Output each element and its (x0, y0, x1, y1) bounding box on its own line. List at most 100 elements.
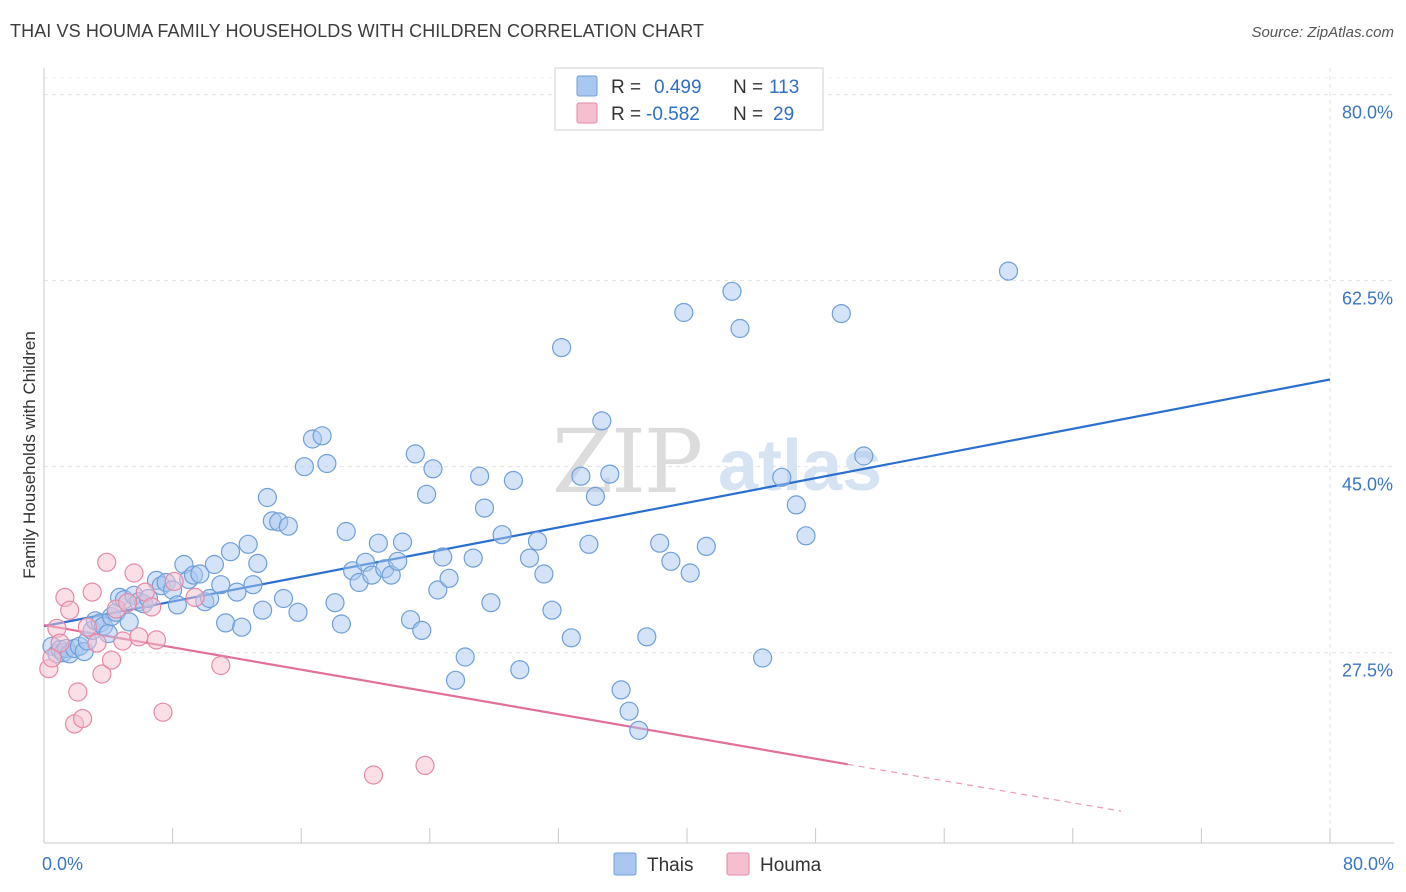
point-thais-56 (331, 614, 351, 634)
legend-r-value-thais: 0.499 (654, 77, 702, 98)
point-thais-87 (542, 600, 562, 620)
point-thais-105 (730, 318, 750, 339)
point-thais-43 (248, 553, 268, 574)
point-thais-92 (585, 486, 606, 506)
point-thais-86 (534, 564, 554, 584)
legend-r-label-houma: R = (611, 104, 641, 125)
point-thais-51 (294, 457, 314, 477)
x-tick-label-0: 0.0% (42, 854, 83, 874)
point-thais-89 (561, 628, 581, 648)
point-houma-13 (97, 552, 117, 572)
point-thais-49 (278, 516, 298, 536)
legend-r-label-thais: R = (611, 77, 641, 98)
point-thais-88 (551, 338, 572, 358)
source-label: Source: ZipAtlas.com (1251, 24, 1394, 41)
point-houma-28 (415, 755, 435, 776)
x-axis-ticks (43, 828, 1331, 843)
legend-r-value-houma: -0.582 (646, 104, 700, 125)
point-thais-83 (510, 660, 530, 680)
point-houma-8 (72, 708, 93, 729)
point-houma-25 (185, 587, 205, 608)
legend-n-label-thais: N = (733, 77, 763, 98)
point-houma-23 (153, 702, 173, 722)
point-thais-69 (412, 620, 432, 641)
point-houma-5 (60, 600, 80, 620)
point-thais-68 (405, 444, 425, 464)
point-houma-12 (92, 664, 112, 684)
y-tick-label-0: 27.5% (1342, 661, 1393, 681)
point-thais-98 (637, 627, 657, 647)
point-thais-45 (257, 487, 277, 508)
trend-line-houma (43, 623, 848, 766)
point-thais-40 (232, 617, 252, 637)
point-thais-102 (680, 563, 700, 583)
point-thais-38 (220, 542, 241, 562)
legend-swatch-thais (576, 75, 598, 97)
point-thais-80 (481, 593, 501, 613)
point-thais-19 (119, 612, 139, 632)
series-legend-label-houma: Houma (760, 855, 822, 876)
point-houma-9 (77, 617, 98, 637)
legend-n-label-houma: N = (733, 104, 763, 125)
point-houma-26 (211, 655, 231, 676)
point-houma-24 (164, 571, 184, 592)
point-thais-109 (796, 526, 816, 546)
point-thais-72 (428, 580, 448, 600)
point-thais-94 (600, 464, 620, 484)
x-axis-tick-labels: 0.0% 80.0% (42, 854, 1394, 874)
point-thais-84 (519, 548, 540, 568)
point-houma-18 (124, 563, 144, 583)
trend-line-extension-houma (847, 763, 1122, 812)
point-thais-99 (650, 533, 670, 553)
point-thais-73 (433, 547, 453, 567)
point-houma-11 (87, 633, 107, 653)
point-thais-97 (629, 720, 649, 740)
point-thais-57 (336, 521, 356, 542)
point-houma-19 (129, 627, 149, 647)
point-thais-82 (503, 470, 524, 491)
point-thais-81 (492, 525, 512, 545)
point-thais-112 (998, 261, 1019, 281)
point-thais-96 (619, 701, 639, 721)
y-tick-label-1: 45.0% (1342, 475, 1393, 495)
point-houma-14 (101, 650, 122, 670)
stats-legend-box (554, 67, 824, 131)
point-thais-41 (238, 534, 258, 554)
point-thais-35 (204, 554, 224, 575)
point-thais-110 (831, 304, 851, 324)
point-thais-107 (772, 467, 792, 487)
point-thais-93 (592, 411, 612, 431)
point-thais-108 (786, 495, 806, 515)
point-thais-28 (167, 595, 187, 615)
point-thais-54 (317, 453, 337, 474)
y-axis-label: Family Households with Children (20, 331, 39, 579)
point-thais-95 (611, 680, 631, 700)
scatter-points (39, 261, 1019, 785)
legend-n-value-thais: 113 (769, 77, 799, 98)
point-thais-85 (527, 531, 548, 551)
stats-legend: R = 0.499 N = 113 R = -0.582 N = 29 (554, 67, 824, 131)
watermark-zip: ZIP (552, 410, 701, 513)
point-houma-27 (363, 765, 384, 785)
point-thais-37 (216, 613, 236, 633)
legend-n-value-houma: 29 (773, 104, 794, 125)
series-legend: Thais Houma (613, 852, 822, 876)
point-thais-100 (661, 551, 681, 571)
point-thais-90 (571, 466, 591, 486)
point-thais-71 (423, 459, 443, 479)
point-houma-10 (82, 582, 102, 602)
point-thais-55 (325, 593, 345, 613)
point-thais-111 (854, 446, 874, 466)
point-thais-44 (253, 600, 273, 620)
point-houma-21 (142, 597, 162, 617)
point-thais-101 (674, 302, 694, 323)
point-thais-91 (579, 534, 599, 554)
point-thais-70 (417, 484, 437, 504)
point-thais-36 (211, 575, 231, 595)
point-thais-74 (439, 568, 459, 588)
point-thais-76 (455, 647, 475, 667)
point-thais-53 (312, 426, 332, 446)
y-axis-tick-labels: 27.5% 45.0% 62.5% 80.0% (1342, 103, 1393, 681)
point-thais-77 (463, 548, 483, 568)
